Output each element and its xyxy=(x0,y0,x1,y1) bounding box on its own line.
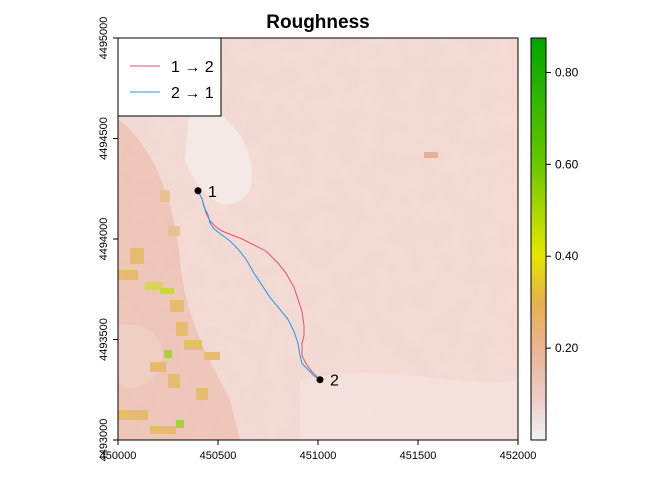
point-1-label: 1 xyxy=(208,184,217,201)
route-1-to-2-line xyxy=(197,190,321,381)
y-tick-label: 4494500 xyxy=(98,117,110,160)
x-tick-label: 452000 xyxy=(500,450,537,462)
y-tick-label: 4493500 xyxy=(98,318,110,361)
x-tick-label: 450000 xyxy=(100,450,137,462)
legend-box xyxy=(117,37,222,117)
x-tick-label: 450500 xyxy=(200,450,237,462)
raster-high-patches xyxy=(118,152,438,434)
legend-label-1-to-2: 1 → 2 xyxy=(171,59,214,76)
y-tick-label: 4493000 xyxy=(98,419,110,462)
colorbar-ramp xyxy=(530,37,547,441)
legend-label-2-to-1: 2 → 1 xyxy=(171,85,214,102)
colorbar-tick-label: 0.20 xyxy=(555,341,579,355)
y-axis: 4493000 4493500 4494000 4494500 4495000 xyxy=(98,17,118,462)
point-1-marker xyxy=(194,187,202,195)
x-axis: 450000 450500 451000 451500 452000 xyxy=(100,440,537,462)
legend: 1 → 2 2 → 1 xyxy=(117,37,222,117)
colorbar-tick-label: 0.80 xyxy=(555,65,579,79)
y-tick-label: 4494000 xyxy=(98,218,110,261)
raster-flat-zone xyxy=(300,372,518,440)
colorbar-ticks: 0.20 0.40 0.60 0.80 xyxy=(546,65,579,355)
x-tick-label: 451500 xyxy=(400,450,437,462)
y-tick-label: 4495000 xyxy=(98,17,110,60)
colorbar-tick-label: 0.60 xyxy=(555,157,579,171)
route-2-to-1-line xyxy=(197,190,321,381)
chart-title: Roughness xyxy=(266,12,369,33)
point-2-marker xyxy=(316,376,324,384)
colorbar-tick-label: 0.40 xyxy=(555,249,579,263)
x-tick-label: 451000 xyxy=(300,450,337,462)
raster-flat-zone xyxy=(185,100,252,205)
point-2-label: 2 xyxy=(330,373,339,390)
colorbar: 0.20 0.40 0.60 0.80 xyxy=(530,37,579,441)
